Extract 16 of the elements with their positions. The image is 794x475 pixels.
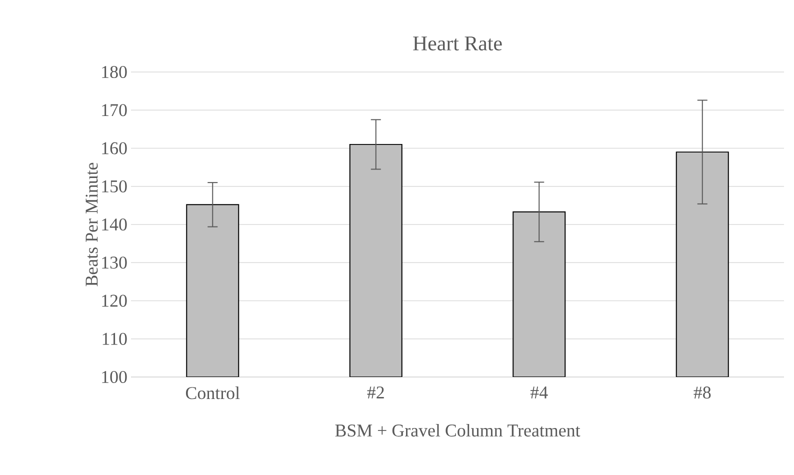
y-tick-label: 170 — [102, 104, 127, 116]
x-axis-title: BSM + Gravel Column Treatment — [335, 424, 580, 437]
x-tick-label: #2 — [367, 386, 384, 398]
y-tick-label: 100 — [102, 370, 127, 384]
x-tick-label: #4 — [530, 386, 548, 398]
y-tick-label: 120 — [102, 294, 127, 307]
chart-title: Heart Rate — [413, 36, 502, 50]
y-tick-label: 110 — [102, 332, 127, 345]
y-tick-label: 140 — [102, 218, 127, 231]
x-tick-label: #8 — [694, 386, 711, 399]
y-tick-label: 130 — [102, 256, 127, 269]
y-axis-title: Beats Per Minute — [86, 162, 98, 286]
y-tick-label: 180 — [102, 66, 127, 78]
y-tick-label: 160 — [102, 142, 127, 154]
y-tick-label: 150 — [102, 180, 127, 192]
x-tick-label: Control — [186, 386, 240, 400]
